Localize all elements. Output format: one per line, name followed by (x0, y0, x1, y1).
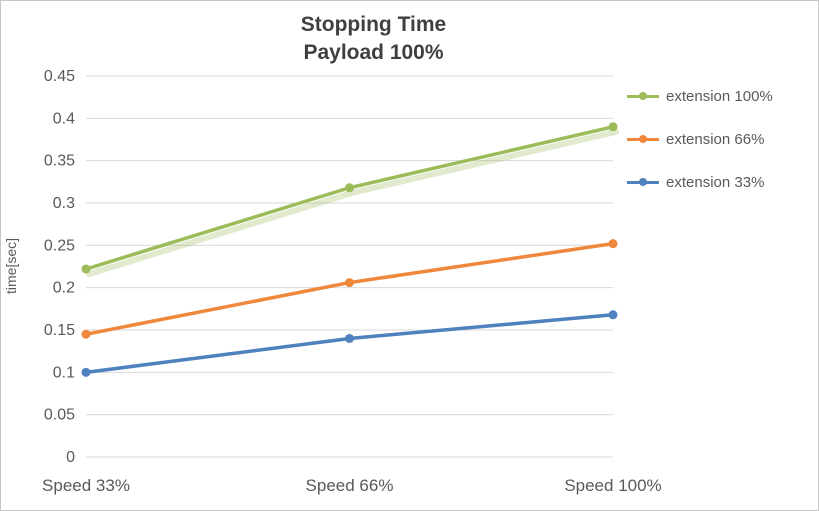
x-category-label: Speed 33% (42, 476, 130, 495)
y-tick-label: 0.45 (44, 68, 75, 85)
legend-item-extension-33: extension 33% (627, 168, 773, 196)
data-point (345, 183, 354, 193)
legend-item-extension-66: extension 66% (627, 125, 773, 153)
legend-label: extension 66% (666, 130, 765, 148)
legend: extension 100% extension 66% extension 3… (627, 82, 773, 196)
y-tick-label: 0.1 (53, 364, 75, 381)
x-axis-category-labels: Speed 33% Speed 66% Speed 100% (42, 476, 662, 495)
data-point (608, 239, 618, 249)
legend-marker-extension-100 (627, 91, 659, 101)
data-point (81, 264, 91, 274)
legend-marker-extension-33 (627, 177, 659, 187)
y-tick-label: 0.35 (44, 153, 75, 170)
data-point (345, 278, 354, 288)
x-category-label: Speed 66% (306, 476, 394, 495)
legend-label: extension 33% (666, 173, 765, 191)
data-point (608, 122, 618, 132)
legend-item-extension-100: extension 100% (627, 82, 773, 110)
legend-dot-swatch (639, 92, 647, 100)
series-extension-66- (81, 239, 618, 339)
legend-dot-swatch (639, 178, 647, 186)
y-tick-label: 0.25 (44, 237, 75, 254)
chart-title-line1: Stopping Time (300, 13, 447, 36)
y-tick-label: 0 (66, 449, 75, 466)
data-point (81, 329, 91, 339)
x-category-label: Speed 100% (564, 476, 661, 495)
y-tick-label: 0.2 (53, 280, 75, 297)
legend-dot-swatch (639, 135, 647, 143)
gridlines (86, 75, 613, 458)
data-point (81, 367, 91, 377)
y-tick-label: 0.05 (44, 407, 75, 424)
y-tick-label: 0.4 (53, 110, 75, 127)
data-point (345, 333, 354, 343)
y-axis-tick-labels: 0 0.05 0.1 0.15 0.2 0.25 0.3 0.35 0.4 0.45 (44, 68, 75, 466)
chart-title-line2: Payload 100% (303, 41, 444, 65)
series-extension-100- (81, 122, 619, 278)
data-point (608, 310, 618, 320)
y-tick-label: 0.3 (53, 195, 75, 212)
legend-marker-extension-66 (627, 134, 659, 144)
series-extension-33- (81, 310, 618, 377)
y-tick-label: 0.15 (44, 322, 75, 339)
chart-title: Stopping Time Payload 100% (1, 11, 746, 68)
legend-label: extension 100% (666, 87, 773, 105)
